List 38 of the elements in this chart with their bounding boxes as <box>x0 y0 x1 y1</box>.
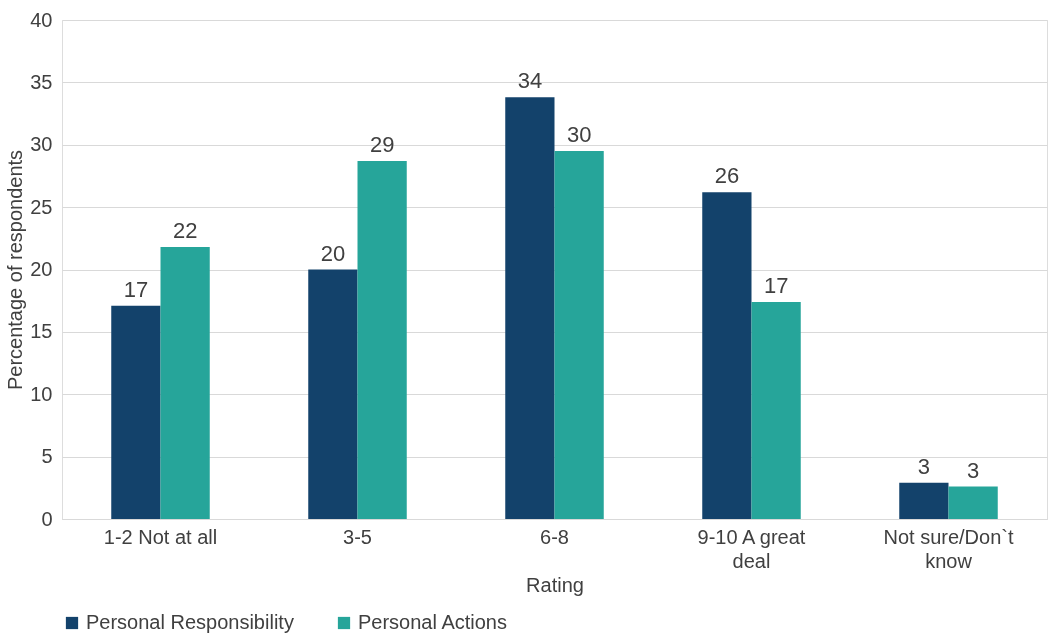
bar <box>751 301 801 519</box>
bar <box>308 269 358 519</box>
bar <box>111 305 161 519</box>
data-label: 20 <box>320 240 346 266</box>
y-tick-label: 40 <box>30 8 53 31</box>
y-tick-label: 20 <box>30 258 53 280</box>
bar <box>357 160 407 519</box>
legend-label: Personal Actions <box>358 611 507 633</box>
x-tick-label: 1-2 Not at all <box>103 525 218 548</box>
data-label: 3 <box>967 457 980 483</box>
y-tick-label: 0 <box>41 507 53 530</box>
y-tick-label: 15 <box>30 320 53 343</box>
y-axis-title: Percentage of respondents <box>4 149 27 391</box>
data-label: 29 <box>369 131 395 157</box>
bar <box>899 482 949 519</box>
legend-label: Personal Responsibility <box>86 611 294 633</box>
data-label: 17 <box>763 272 789 298</box>
y-tick-label: 35 <box>30 70 53 93</box>
x-tick-label: 3-5 <box>343 525 372 548</box>
data-label: 17 <box>123 276 149 302</box>
y-tick-label: 5 <box>41 445 53 468</box>
y-tick-label: 30 <box>30 133 53 156</box>
bar <box>702 192 752 519</box>
data-label: 3 <box>917 453 930 479</box>
y-tick-label: 25 <box>30 195 53 218</box>
bar <box>160 247 210 519</box>
x-tick-label: 9-10 A great deal <box>697 525 806 572</box>
data-label: 26 <box>714 163 740 189</box>
y-tick-label: 10 <box>30 382 53 405</box>
x-tick-label: Not sure/Don`t know <box>883 525 1014 572</box>
bar <box>554 150 604 519</box>
bar <box>505 97 555 519</box>
data-label: 22 <box>172 218 198 244</box>
x-axis-title: Rating <box>526 573 584 596</box>
x-tick-label: 6-8 <box>540 525 569 548</box>
bar <box>948 486 998 519</box>
data-label: 30 <box>566 121 592 147</box>
data-label: 34 <box>517 68 543 94</box>
